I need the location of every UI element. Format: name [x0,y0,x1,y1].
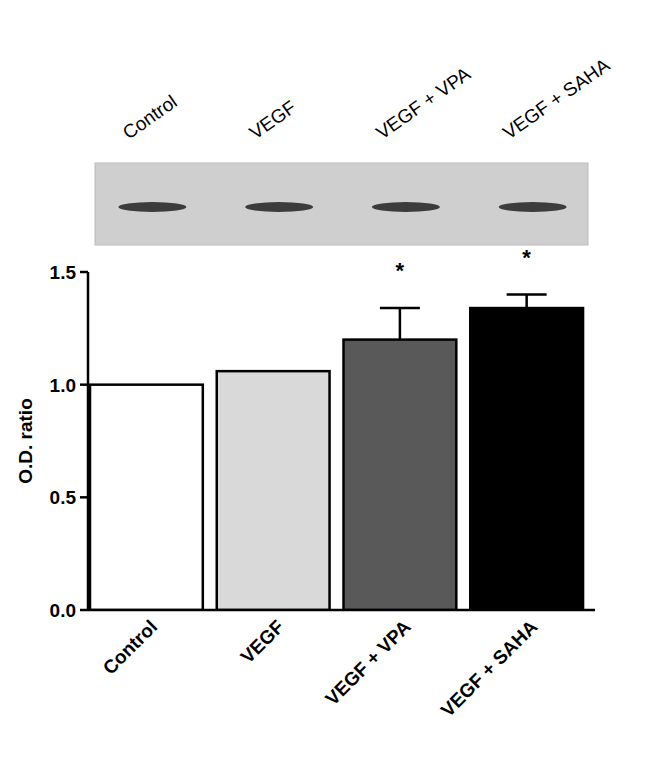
x-tick-label: VEGF + SAHA [437,616,542,721]
error-bar [507,295,547,309]
y-tick-label: 1.5 [50,262,77,283]
y-tick-label: 0.5 [50,487,77,508]
bars [90,295,583,610]
blot-label: VEGF [245,96,299,143]
y-tick [80,496,88,499]
significance-marker: * [522,245,531,270]
blot-band [118,202,186,212]
y-tick [80,271,88,274]
y-tick [80,609,88,612]
blot-label: VEGF + SAHA [499,54,614,143]
significance-marker: * [396,258,405,283]
blot-band [499,202,567,212]
bar [470,308,583,610]
chart-root: ControlVEGFVEGF + VPAVEGF + SAHA0.00.51.… [0,0,650,768]
x-tick-label: VEGF [237,616,288,667]
blot-image [95,163,588,245]
y-tick [80,383,88,386]
y-tick-label: 1.0 [50,375,76,396]
blot-band [372,202,440,212]
blot-background [95,163,588,245]
bar [344,340,457,610]
x-axis [88,609,595,612]
bar [90,385,203,610]
y-tick-label: 0.0 [50,600,76,621]
x-tick-label: VEGF + VPA [321,616,415,710]
chart: ControlVEGFVEGF + VPAVEGF + SAHA0.00.51.… [0,0,650,768]
blot-label: Control [119,91,181,143]
y-axis-title: O.D. ratio [15,398,36,484]
error-bar [380,308,420,340]
y-axis [87,272,90,610]
blot-label: VEGF + VPA [372,63,474,143]
x-tick-label: Control [99,616,162,679]
blot-band [245,202,313,212]
bar [217,371,330,610]
